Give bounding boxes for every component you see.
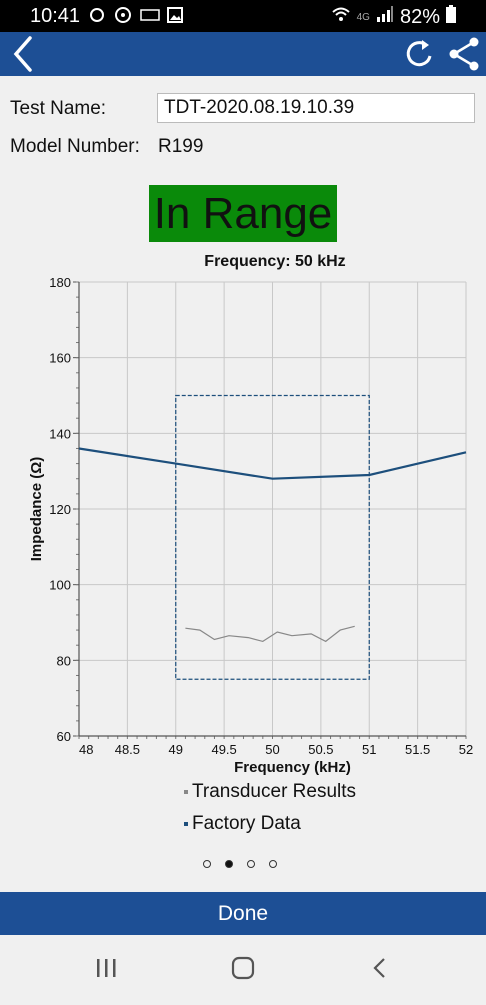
acceptance-range-box	[175, 394, 370, 680]
notification-image-icon	[166, 6, 184, 24]
recent-apps-icon[interactable]	[97, 959, 116, 977]
y-tick-label: 120	[49, 502, 71, 517]
chart-title: Frequency: 50 kHz	[204, 253, 346, 270]
x-tick-label: 49	[169, 742, 183, 757]
refresh-icon	[406, 40, 432, 67]
battery-percent: 82%	[399, 5, 440, 28]
back-button[interactable]	[4, 32, 44, 76]
model-number-label: Model Number:	[10, 136, 140, 157]
series-transducer-results-line	[185, 625, 355, 643]
x-tick-label: 52	[459, 742, 473, 757]
status-time: 10:41	[30, 5, 81, 27]
legend-label-factory: Factory Data	[192, 813, 301, 834]
system-back-icon[interactable]	[373, 958, 385, 978]
page-dot[interactable]	[269, 860, 277, 868]
done-button[interactable]: Done	[0, 892, 486, 935]
y-tick-label: 60	[57, 729, 71, 744]
x-tick-label: 48.5	[115, 742, 140, 757]
share-icon	[449, 37, 479, 71]
signal-icon	[376, 5, 394, 29]
system-nav-bar	[0, 935, 486, 1000]
top-toolbar	[0, 32, 486, 76]
y-tick-label: 80	[57, 653, 71, 668]
y-tick-label: 100	[49, 578, 71, 593]
y-axis-label: Impedance (Ω)	[28, 457, 45, 562]
y-tick-label: 180	[49, 275, 71, 290]
wifi-icon	[331, 5, 351, 29]
share-button[interactable]	[444, 32, 484, 76]
y-tick-label: 140	[49, 426, 71, 441]
page-dot-active[interactable]	[225, 860, 233, 868]
legend-swatch-factory	[184, 821, 188, 826]
x-tick-label: 51.5	[405, 742, 430, 757]
legend-factory-data: Factory Data	[184, 813, 301, 835]
model-number-value: R199	[158, 136, 204, 157]
test-name-input[interactable]	[157, 93, 475, 123]
legend-label-transducer: Transducer Results	[192, 781, 357, 802]
series-factory-data-line	[78, 447, 467, 480]
x-tick-label: 48	[79, 742, 93, 757]
x-tick-label: 51	[362, 742, 376, 757]
x-tick-label: 50	[265, 742, 279, 757]
page-dot[interactable]	[247, 860, 255, 868]
notification-app-icon	[88, 6, 106, 24]
status-right: 4G 82%	[331, 5, 456, 29]
refresh-button[interactable]	[400, 32, 440, 76]
notification-icons	[88, 6, 184, 24]
y-tick-label: 160	[49, 351, 71, 366]
test-name-label: Test Name:	[10, 98, 107, 119]
impedance-chart: 48 48.5 49 49.5 50 50.5 51 51.5 52 180 160 140 120 10…	[28, 275, 473, 776]
network-type: 4G	[356, 11, 370, 23]
back-arrow-icon	[13, 36, 32, 72]
status-bar: 10:41 4G 82%	[0, 0, 486, 32]
page-dot[interactable]	[203, 860, 211, 868]
battery-icon	[446, 5, 456, 29]
result-badge: In Range	[149, 185, 337, 242]
notification-store-icon	[140, 6, 160, 24]
x-axis-label: Frequency (kHz)	[234, 759, 351, 776]
x-tick-label: 50.5	[308, 742, 333, 757]
home-icon[interactable]	[231, 956, 255, 980]
legend-swatch-transducer	[184, 789, 188, 794]
legend-transducer-results: Transducer Results	[184, 781, 356, 803]
page-indicator	[203, 860, 277, 868]
notification-sync-icon	[114, 6, 132, 24]
x-tick-label: 49.5	[211, 742, 236, 757]
